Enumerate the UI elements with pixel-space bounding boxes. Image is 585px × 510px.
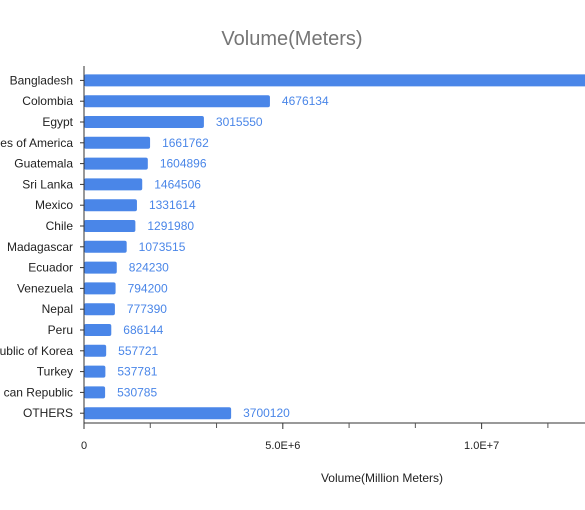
category-label-11: Nepal — [42, 302, 73, 316]
category-label-5: Sri Lanka — [22, 177, 73, 191]
category-label-16: OTHERS — [23, 406, 73, 420]
bar-11 — [84, 303, 115, 316]
bar-7 — [84, 220, 136, 232]
axes: 0 5.0E+6 1.0E+7 — [80, 66, 585, 452]
bar-4 — [84, 157, 148, 170]
data-label-13: 557721 — [118, 344, 158, 358]
bar-15 — [84, 386, 106, 399]
category-label-12: Peru — [48, 323, 73, 337]
data-label-9: 824230 — [129, 261, 169, 275]
data-labels: 4676134 3015550 1661762 1604896 1464506 13316… — [117, 94, 329, 420]
data-label-2: 3015550 — [216, 115, 263, 129]
data-label-5: 1464506 — [154, 177, 201, 191]
category-labels: Bangladesh Colombia Egypt es of America Guat… — [0, 73, 74, 420]
category-label-2: Egypt — [42, 115, 73, 129]
category-label-0: Bangladesh — [10, 73, 73, 87]
data-label-12: 686144 — [123, 323, 163, 337]
data-label-11: 777390 — [127, 302, 167, 316]
x-tick-label-0: 0 — [81, 440, 87, 452]
bar-12 — [84, 324, 112, 336]
x-tick-label-2: 1.0E+7 — [464, 440, 499, 452]
category-label-15: can Republic — [4, 385, 73, 399]
bar-9 — [84, 261, 117, 274]
data-label-14: 537781 — [117, 365, 157, 379]
bar-13 — [84, 344, 107, 357]
chart-title: Volume(Meters) — [221, 28, 362, 50]
bar-10 — [84, 282, 116, 295]
category-label-8: Madagascar — [7, 240, 73, 254]
bar-16 — [84, 407, 232, 420]
category-label-13: ublic of Korea — [0, 344, 73, 358]
bars-group — [84, 74, 585, 420]
bar-6 — [84, 199, 137, 212]
category-label-14: Turkey — [37, 365, 73, 379]
x-tick-label-1: 5.0E+6 — [265, 440, 300, 452]
data-label-8: 1073515 — [139, 240, 186, 254]
bar-5 — [84, 178, 143, 191]
bar-1 — [84, 95, 270, 108]
bar-0 — [84, 74, 585, 87]
data-label-16: 3700120 — [243, 406, 290, 420]
data-label-10: 794200 — [128, 281, 168, 295]
category-label-7: Chile — [46, 219, 74, 233]
category-label-4: Guatemala — [14, 157, 73, 171]
category-label-9: Ecuador — [28, 261, 73, 275]
data-label-3: 1661762 — [162, 136, 209, 150]
bar-2 — [84, 116, 204, 128]
category-label-6: Mexico — [35, 198, 73, 212]
data-label-1: 4676134 — [282, 94, 329, 108]
category-label-3: es of America — [0, 136, 73, 150]
data-label-6: 1331614 — [149, 198, 196, 212]
bar-14 — [84, 365, 106, 378]
category-label-1: Colombia — [22, 94, 73, 108]
data-label-4: 1604896 — [160, 157, 207, 171]
x-axis-title: Volume(Million Meters) — [321, 471, 443, 485]
data-label-7: 1291980 — [147, 219, 194, 233]
data-label-15: 530785 — [117, 385, 157, 399]
category-label-10: Venezuela — [17, 281, 73, 295]
bar-3 — [84, 136, 151, 149]
bar-8 — [84, 240, 127, 253]
